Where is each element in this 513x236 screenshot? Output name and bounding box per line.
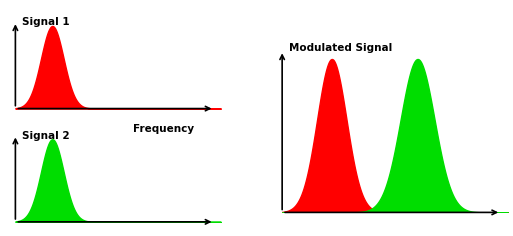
Text: Signal 2: Signal 2 xyxy=(22,131,69,141)
Text: Modulated Signal: Modulated Signal xyxy=(289,43,392,53)
Text: Signal 1: Signal 1 xyxy=(22,17,69,27)
Text: Frequency: Frequency xyxy=(132,124,194,135)
